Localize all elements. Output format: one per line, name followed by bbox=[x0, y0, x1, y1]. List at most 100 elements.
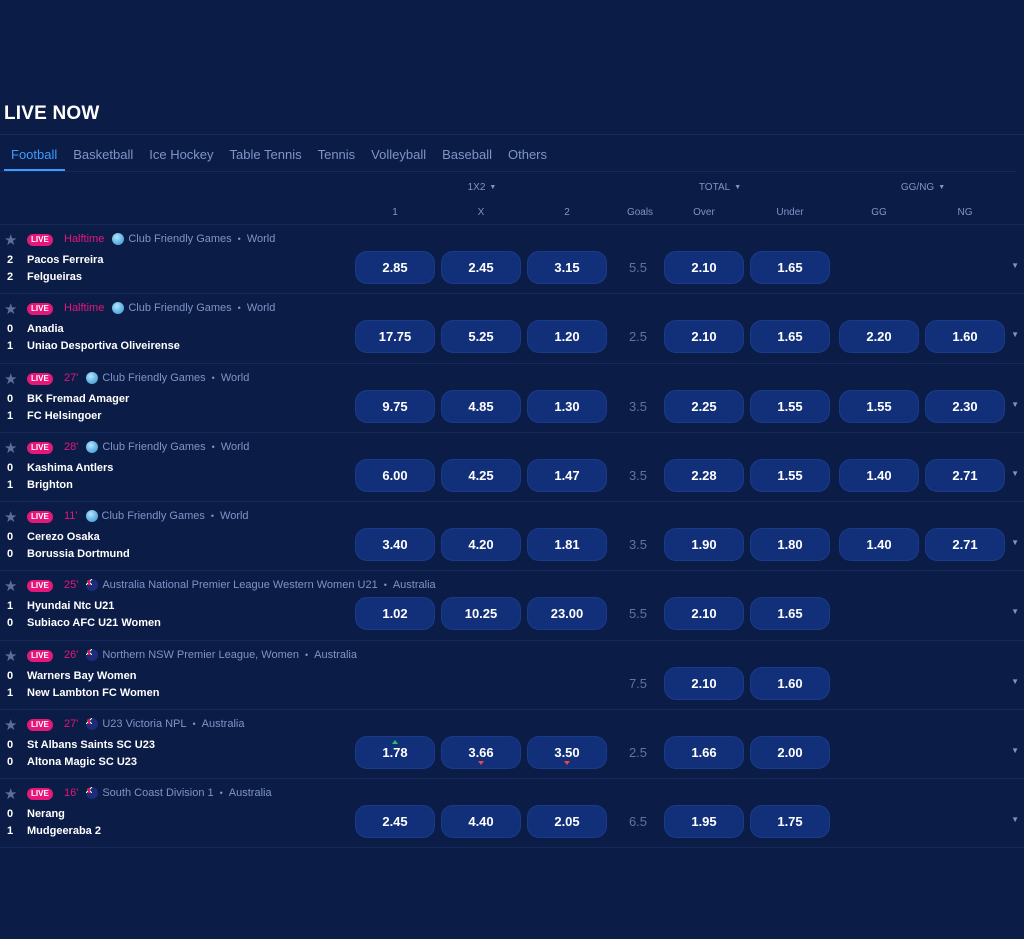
team-home[interactable]: 0 Nerang bbox=[7, 808, 65, 820]
odd-over-button[interactable]: 2.10 bbox=[664, 251, 744, 284]
favorite-star-icon[interactable]: ★ bbox=[4, 647, 18, 665]
odd-1-button[interactable]: 6.00 bbox=[355, 458, 435, 492]
odd-gg-button[interactable]: 1.40 bbox=[839, 458, 919, 492]
odd-x-button[interactable]: 10.25 bbox=[441, 597, 521, 631]
odd-under-button[interactable]: 1.55 bbox=[750, 389, 830, 423]
expand-chevron-icon[interactable]: ▼ bbox=[1011, 330, 1019, 340]
team-away[interactable]: 0 Borussia Dortmund bbox=[7, 548, 130, 560]
team-home[interactable]: 1 Hyundai Ntc U21 bbox=[7, 600, 114, 612]
expand-chevron-icon[interactable]: ▼ bbox=[1011, 538, 1019, 548]
odd-ng-button[interactable]: 1.60 bbox=[925, 320, 1005, 354]
odd-under-button[interactable]: 1.65 bbox=[750, 597, 830, 631]
tab-basketball[interactable]: Basketball bbox=[73, 147, 134, 162]
favorite-star-icon[interactable]: ★ bbox=[4, 578, 18, 596]
team-away[interactable]: 0 Subiaco AFC U21 Women bbox=[7, 617, 161, 629]
odd-under-button[interactable]: 2.00 bbox=[750, 736, 830, 770]
odd-over-button[interactable]: 2.10 bbox=[664, 666, 744, 700]
tab-table-tennis[interactable]: Table Tennis bbox=[229, 147, 302, 162]
team-home[interactable]: 0 Kashima Antlers bbox=[7, 462, 113, 474]
group-ggng-dropdown[interactable]: GG/NG ▼ bbox=[883, 182, 963, 193]
odd-2-button[interactable]: 1.20 bbox=[527, 320, 607, 354]
favorite-star-icon[interactable]: ★ bbox=[4, 301, 18, 319]
odd-1-button[interactable]: 3.40 bbox=[355, 528, 435, 562]
odd-under-button[interactable]: 1.55 bbox=[750, 458, 830, 492]
expand-chevron-icon[interactable]: ▼ bbox=[1011, 746, 1019, 756]
odd-2-button[interactable]: 1.30 bbox=[527, 389, 607, 423]
odd-over-button[interactable]: 1.66 bbox=[664, 736, 744, 770]
odd-2-button[interactable]: 2.05 bbox=[527, 805, 607, 839]
odd-gg-button[interactable]: 1.55 bbox=[839, 389, 919, 423]
league-name[interactable]: Club Friendly Games bbox=[128, 233, 232, 245]
odd-2-button[interactable]: 1.47 bbox=[527, 458, 607, 492]
odd-over-button[interactable]: 1.95 bbox=[664, 805, 744, 839]
league-name[interactable]: Australia National Premier League Wester… bbox=[102, 579, 378, 592]
expand-chevron-icon[interactable]: ▼ bbox=[1011, 607, 1019, 617]
favorite-star-icon[interactable]: ★ bbox=[4, 232, 18, 249]
odd-1-button[interactable]: 17.75 bbox=[355, 320, 435, 354]
tab-baseball[interactable]: Baseball bbox=[442, 147, 492, 162]
league-name[interactable]: Northern NSW Premier League, Women bbox=[102, 648, 299, 661]
odd-under-button[interactable]: 1.75 bbox=[750, 805, 830, 839]
league-name[interactable]: U23 Victoria NPL bbox=[102, 718, 187, 731]
team-away[interactable]: 1 Uniao Desportiva Oliveirense bbox=[7, 340, 180, 352]
odd-x-button[interactable]: 4.25 bbox=[441, 458, 521, 492]
odd-2-button[interactable]: 1.81 bbox=[527, 528, 607, 562]
team-away[interactable]: 1 New Lambton FC Women bbox=[7, 687, 159, 699]
favorite-star-icon[interactable]: ★ bbox=[4, 509, 18, 527]
odd-1-button[interactable]: 2.45 bbox=[355, 805, 435, 839]
odd-gg-button[interactable]: 1.40 bbox=[839, 528, 919, 562]
odd-ng-button[interactable]: 2.71 bbox=[925, 528, 1005, 562]
league-name[interactable]: Club Friendly Games bbox=[128, 302, 232, 315]
team-away[interactable]: 1 Mudgeeraba 2 bbox=[7, 825, 101, 837]
tab-ice-hockey[interactable]: Ice Hockey bbox=[149, 147, 214, 162]
expand-chevron-icon[interactable]: ▼ bbox=[1011, 815, 1019, 825]
team-home[interactable]: 0 Warners Bay Women bbox=[7, 670, 136, 682]
group-total-dropdown[interactable]: TOTAL ▼ bbox=[680, 182, 760, 193]
odd-2-button[interactable]: 23.00 bbox=[527, 597, 607, 631]
odd-2-button[interactable]: 3.50 bbox=[527, 736, 607, 770]
odd-1-button[interactable]: 1.78 bbox=[355, 736, 435, 770]
favorite-star-icon[interactable]: ★ bbox=[4, 786, 18, 804]
favorite-star-icon[interactable]: ★ bbox=[4, 717, 18, 735]
team-away[interactable]: 0 Altona Magic SC U23 bbox=[7, 756, 137, 768]
odd-ng-button[interactable]: 2.30 bbox=[925, 389, 1005, 423]
team-home[interactable]: 0 Anadia bbox=[7, 323, 64, 335]
odd-1-button[interactable]: 9.75 bbox=[355, 389, 435, 423]
odd-under-button[interactable]: 1.65 bbox=[750, 251, 830, 284]
team-away[interactable]: 1 FC Helsingoer bbox=[7, 410, 102, 422]
favorite-star-icon[interactable]: ★ bbox=[4, 370, 18, 388]
expand-chevron-icon[interactable]: ▼ bbox=[1011, 261, 1019, 270]
odd-over-button[interactable]: 2.28 bbox=[664, 458, 744, 492]
odd-under-button[interactable]: 1.80 bbox=[750, 528, 830, 562]
odd-gg-button[interactable]: 2.20 bbox=[839, 320, 919, 354]
tab-others[interactable]: Others bbox=[507, 147, 547, 162]
odd-x-button[interactable]: 2.45 bbox=[441, 251, 521, 284]
odd-under-button[interactable]: 1.65 bbox=[750, 320, 830, 354]
team-away[interactable]: 1 Brighton bbox=[7, 479, 73, 491]
odd-x-button[interactable]: 4.40 bbox=[441, 805, 521, 839]
odd-over-button[interactable]: 2.25 bbox=[664, 389, 744, 423]
group-1x2-dropdown[interactable]: 1X2 ▼ bbox=[442, 182, 522, 193]
odd-x-button[interactable]: 4.20 bbox=[441, 528, 521, 562]
odd-x-button[interactable]: 3.66 bbox=[441, 736, 521, 770]
odd-1-button[interactable]: 1.02 bbox=[355, 597, 435, 631]
team-away[interactable]: 2 Felgueiras bbox=[7, 271, 82, 283]
team-home[interactable]: 0 BK Fremad Amager bbox=[7, 393, 129, 405]
league-name[interactable]: South Coast Division 1 bbox=[102, 787, 214, 800]
odd-under-button[interactable]: 1.60 bbox=[750, 666, 830, 700]
team-home[interactable]: 0 Cerezo Osaka bbox=[7, 531, 100, 543]
odd-over-button[interactable]: 2.10 bbox=[664, 597, 744, 631]
tab-volleyball[interactable]: Volleyball bbox=[371, 147, 427, 162]
expand-chevron-icon[interactable]: ▼ bbox=[1011, 676, 1019, 686]
odd-x-button[interactable]: 5.25 bbox=[441, 320, 521, 354]
expand-chevron-icon[interactable]: ▼ bbox=[1011, 399, 1019, 409]
tab-football[interactable]: Football bbox=[0, 140, 66, 171]
league-name[interactable]: Club Friendly Games bbox=[102, 371, 206, 384]
team-home[interactable]: 0 St Albans Saints SC U23 bbox=[7, 739, 155, 751]
favorite-star-icon[interactable]: ★ bbox=[4, 439, 18, 457]
odd-2-button[interactable]: 3.15 bbox=[527, 251, 607, 284]
league-name[interactable]: Club Friendly Games bbox=[102, 440, 206, 453]
odd-over-button[interactable]: 1.90 bbox=[664, 528, 744, 562]
team-home[interactable]: 2 Pacos Ferreira bbox=[7, 254, 103, 266]
league-name[interactable]: Club Friendly Games bbox=[101, 510, 205, 523]
